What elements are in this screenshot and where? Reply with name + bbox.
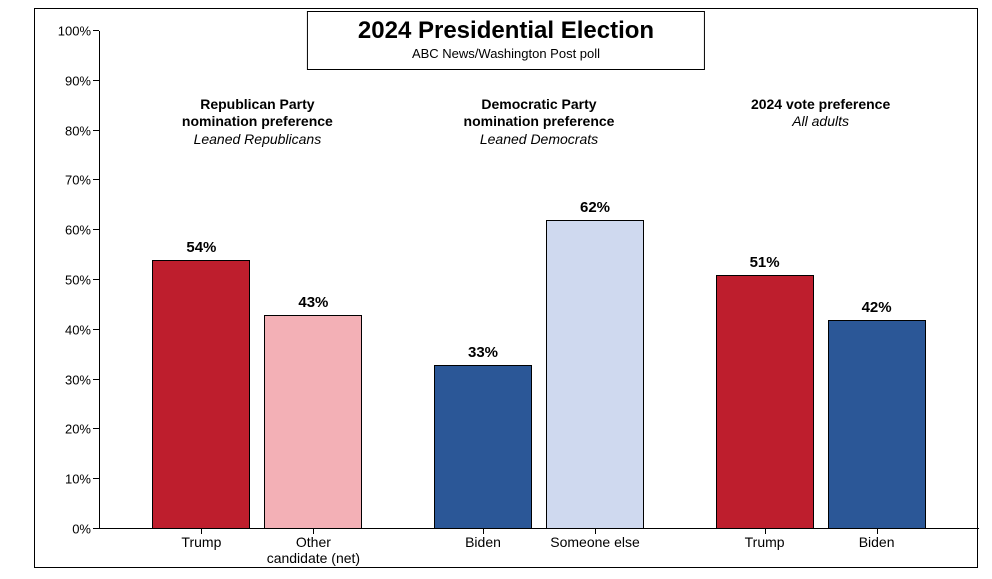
y-tick-label: 0% bbox=[72, 522, 91, 537]
chart-subtitle: ABC News/Washington Post poll bbox=[358, 46, 654, 61]
bar-value-label: 62% bbox=[547, 199, 643, 216]
group-heading: 2024 vote preferenceAll adults bbox=[691, 96, 951, 131]
bar-value-label: 43% bbox=[265, 294, 361, 311]
x-tick-mark bbox=[877, 528, 878, 534]
y-tick-mark bbox=[93, 30, 99, 31]
y-tick-mark bbox=[93, 478, 99, 479]
x-tick-mark bbox=[765, 528, 766, 534]
y-tick-label: 60% bbox=[65, 223, 91, 238]
y-tick-label: 40% bbox=[65, 322, 91, 337]
y-tick-label: 90% bbox=[65, 73, 91, 88]
group-heading-italic: Leaned Democrats bbox=[409, 131, 669, 149]
bar: 43%Othercandidate (net) bbox=[264, 315, 362, 529]
bar-category-label: Othercandidate (net) bbox=[246, 534, 380, 566]
y-axis-line bbox=[99, 31, 100, 529]
y-tick-mark bbox=[93, 279, 99, 280]
x-tick-mark bbox=[201, 528, 202, 534]
y-tick-mark bbox=[93, 229, 99, 230]
x-tick-mark bbox=[483, 528, 484, 534]
y-tick-label: 30% bbox=[65, 372, 91, 387]
bar: 62%Someone else bbox=[546, 220, 644, 529]
y-tick-mark bbox=[93, 528, 99, 529]
y-tick-label: 80% bbox=[65, 123, 91, 138]
y-tick-mark bbox=[93, 130, 99, 131]
y-tick-mark bbox=[93, 329, 99, 330]
group-heading-bold: Republican Partynomination preference bbox=[127, 96, 387, 131]
plot-area: 0%10%20%30%40%50%60%70%80%90%100%Republi… bbox=[99, 31, 979, 529]
bar: 42%Biden bbox=[828, 320, 926, 529]
chart-frame: 0% 10% 20% 30% 40% 50% 60% 70% 80% 90% 100% Republi… bbox=[34, 8, 978, 568]
bar: 33%Biden bbox=[434, 365, 532, 529]
y-tick-label: 70% bbox=[65, 173, 91, 188]
y-tick-mark bbox=[93, 428, 99, 429]
bar-value-label: 51% bbox=[717, 254, 813, 271]
y-tick-label: 20% bbox=[65, 422, 91, 437]
x-tick-mark bbox=[313, 528, 314, 534]
group-heading-bold: Democratic Partynomination preference bbox=[409, 96, 669, 131]
bar-category-label: Biden bbox=[809, 534, 943, 550]
bar-value-label: 42% bbox=[829, 299, 925, 316]
title-box: 2024 Presidential Election ABC News/Wash… bbox=[307, 11, 705, 70]
group-heading: Republican Partynomination preferenceLea… bbox=[127, 96, 387, 149]
y-tick-label: 100% bbox=[58, 24, 91, 39]
chart-title: 2024 Presidential Election bbox=[358, 18, 654, 44]
bar: 51%Trump bbox=[716, 275, 814, 529]
group-heading-italic: All adults bbox=[691, 113, 951, 131]
y-tick-label: 50% bbox=[65, 273, 91, 288]
group-heading: Democratic Partynomination preferenceLea… bbox=[409, 96, 669, 149]
bar-category-label: Someone else bbox=[528, 534, 662, 550]
bar-value-label: 54% bbox=[153, 239, 249, 256]
x-tick-mark bbox=[595, 528, 596, 534]
group-heading-bold: 2024 vote preference bbox=[691, 96, 951, 114]
group-heading-italic: Leaned Republicans bbox=[127, 131, 387, 149]
y-tick-label: 10% bbox=[65, 472, 91, 487]
bar: 54%Trump bbox=[152, 260, 250, 529]
bar-value-label: 33% bbox=[435, 344, 531, 361]
y-tick-mark bbox=[93, 379, 99, 380]
y-tick-mark bbox=[93, 80, 99, 81]
y-tick-mark bbox=[93, 179, 99, 180]
